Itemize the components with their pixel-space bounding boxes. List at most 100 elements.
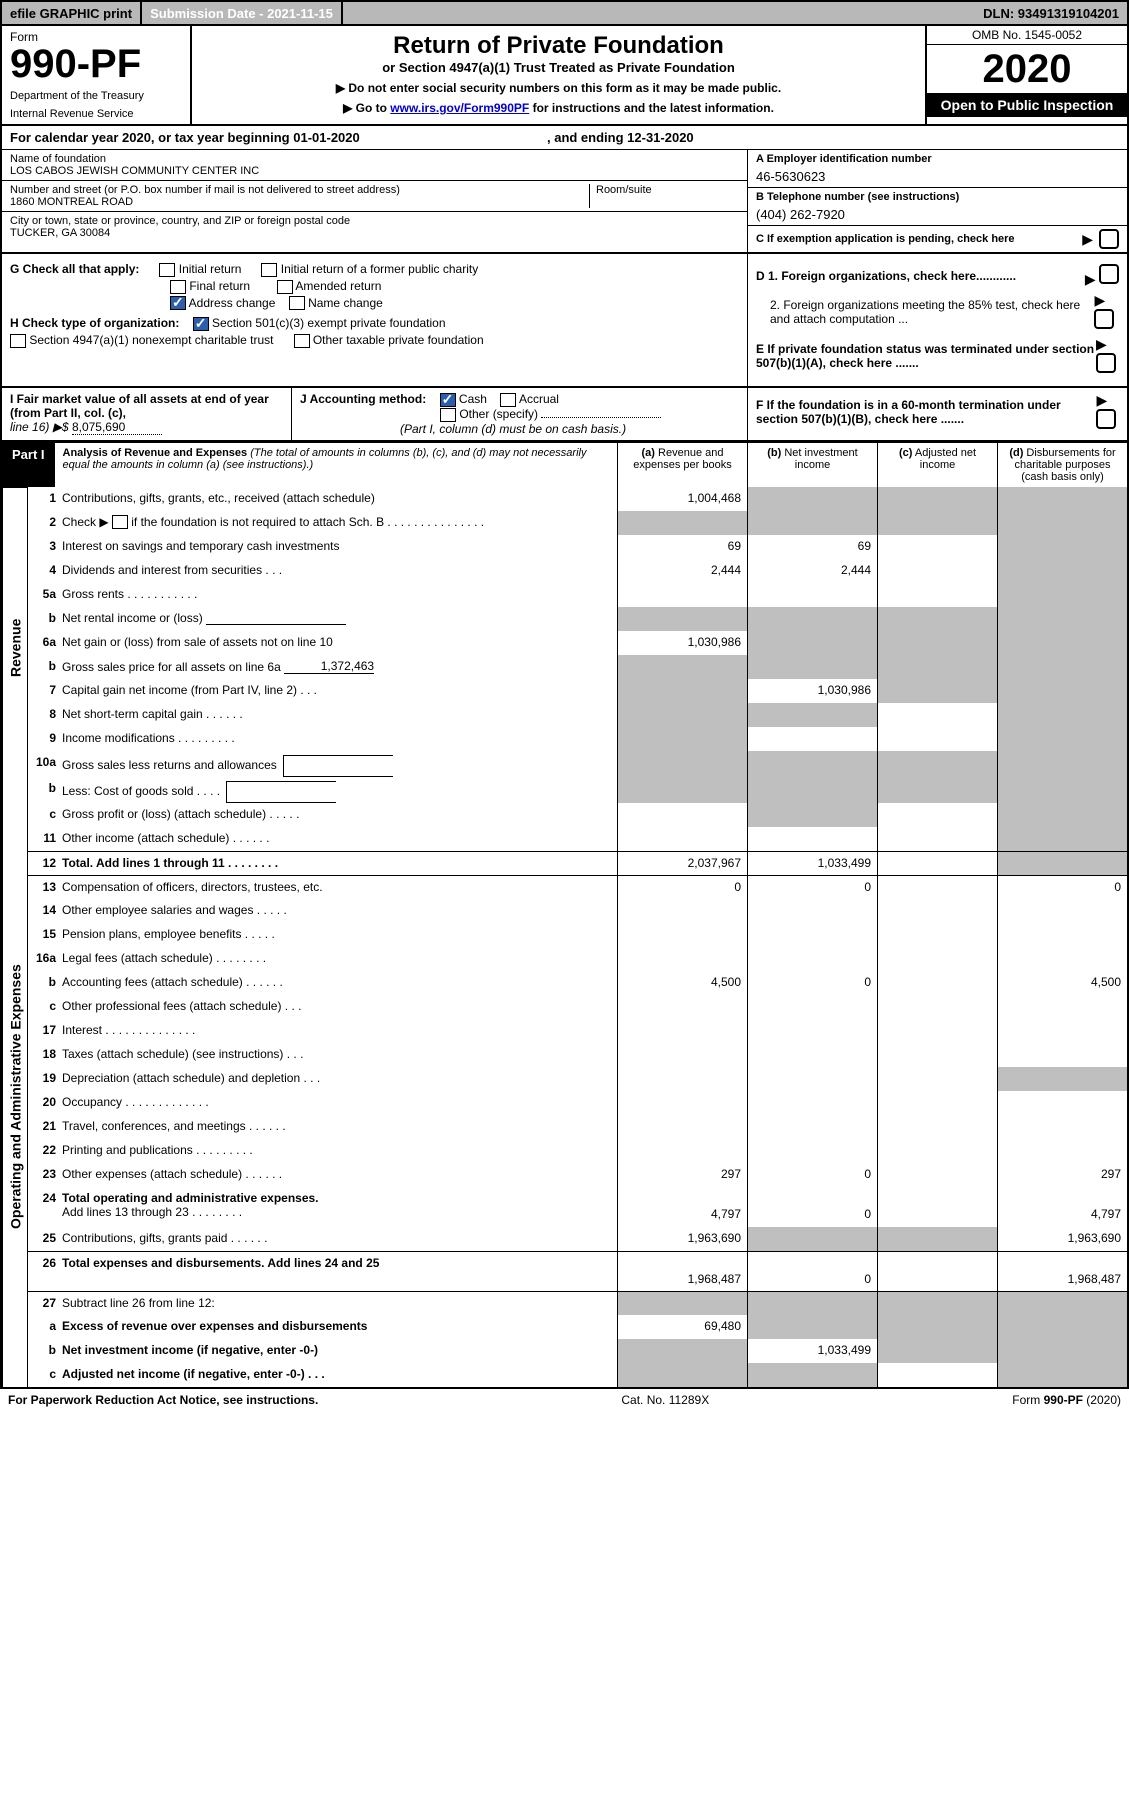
g-label: G Check all that apply: — [10, 262, 139, 276]
cb-initial-pub[interactable] — [261, 263, 277, 277]
checks-left: G Check all that apply: Initial return I… — [2, 254, 747, 386]
cb-accrual[interactable] — [500, 393, 516, 407]
d1-label: D 1. Foreign organizations, check here..… — [756, 269, 1016, 283]
part1-title: Analysis of Revenue and Expenses — [63, 447, 248, 459]
row-27b: b Net investment income (if negative, en… — [28, 1339, 1127, 1363]
cb-namechg[interactable] — [289, 296, 305, 310]
cb-f[interactable] — [1096, 409, 1116, 429]
row-5a: 5a Gross rents . . . . . . . . . . . — [28, 583, 1127, 607]
row-16b: b Accounting fees (attach schedule) . . … — [28, 971, 1127, 995]
g-name: Name change — [308, 296, 383, 310]
form-title: Return of Private Foundation — [198, 32, 919, 60]
row-13: 13 Compensation of officers, directors, … — [28, 875, 1127, 899]
part1-header: Part I Analysis of Revenue and Expenses … — [0, 442, 1129, 487]
instr-post: for instructions and the latest informat… — [529, 101, 774, 115]
part1-desc: Analysis of Revenue and Expenses (The to… — [55, 443, 617, 487]
arrow-icon: ▶ — [1085, 271, 1096, 287]
header-right: OMB No. 1545-0052 2020 Open to Public In… — [927, 26, 1127, 124]
efile-label[interactable]: efile GRAPHIC print — [2, 2, 142, 24]
r1-d — [997, 487, 1127, 511]
fmv-mid: J Accounting method: Cash Accrual Other … — [292, 388, 747, 440]
row-20: 20 Occupancy . . . . . . . . . . . . . — [28, 1091, 1127, 1115]
col-d-head: (d) Disbursements for charitable purpose… — [997, 443, 1127, 487]
row-4: 4 Dividends and interest from securities… — [28, 559, 1127, 583]
header-center: Return of Private Foundation or Section … — [192, 26, 927, 124]
footer-right: Form 990-PF (2020) — [1012, 1393, 1121, 1407]
entity-left: Name of foundation LOS CABOS JEWISH COMM… — [2, 150, 747, 252]
g-initial-pub: Initial return of a former public charit… — [281, 262, 478, 276]
row-8: 8 Net short-term capital gain . . . . . … — [28, 703, 1127, 727]
cb-d1[interactable] — [1099, 264, 1119, 284]
row-22: 22 Printing and publications . . . . . .… — [28, 1139, 1127, 1163]
cb-501c3[interactable] — [193, 317, 209, 331]
row-15: 15 Pension plans, employee benefits . . … — [28, 923, 1127, 947]
g-address: Address change — [189, 296, 276, 310]
arrow-icon: ▶ — [1082, 231, 1093, 248]
cb-d2[interactable] — [1094, 309, 1114, 329]
rows-container: 1 Contributions, gifts, grants, etc., re… — [28, 487, 1127, 1387]
row-19: 19 Depreciation (attach schedule) and de… — [28, 1067, 1127, 1091]
cb-final[interactable] — [170, 280, 186, 294]
cal-pre: For calendar year 2020, or tax year begi… — [10, 130, 293, 145]
col-b-head: (b) Net investment income — [747, 443, 877, 487]
cb-address[interactable] — [170, 296, 186, 310]
main-table: Revenue Operating and Administrative Exp… — [0, 487, 1129, 1389]
cal-end: 12-31-2020 — [627, 130, 694, 145]
d2-label: 2. Foreign organizations meeting the 85%… — [756, 298, 1094, 326]
cal-begin: 01-01-2020 — [293, 130, 360, 145]
cb-4947[interactable] — [10, 334, 26, 348]
cb-schb[interactable] — [112, 515, 128, 529]
f-label: F If the foundation is in a 60-month ter… — [756, 398, 1096, 426]
row-25: 25 Contributions, gifts, grants paid . .… — [28, 1227, 1127, 1251]
row-5b: b Net rental income or (loss) — [28, 607, 1127, 631]
instr-pre: ▶ Go to — [343, 101, 390, 115]
row-1: 1 Contributions, gifts, grants, etc., re… — [28, 487, 1127, 511]
phone-label: B Telephone number (see instructions) — [756, 191, 1119, 203]
irs-link[interactable]: www.irs.gov/Form990PF — [390, 101, 529, 115]
cal-mid: , and ending — [547, 130, 627, 145]
footer-mid: Cat. No. 11289X — [621, 1393, 709, 1407]
open-public: Open to Public Inspection — [927, 93, 1127, 117]
col-a-head: (a) Revenue and expenses per books — [617, 443, 747, 487]
ein-cell: A Employer identification number 46-5630… — [748, 150, 1127, 188]
checks-gh: G Check all that apply: Initial return I… — [0, 254, 1129, 388]
phone-value: (404) 262-7920 — [756, 203, 1119, 222]
h-other: Other taxable private foundation — [313, 333, 484, 347]
instr-ssn: ▶ Do not enter social security numbers o… — [198, 81, 919, 95]
row-12: 12 Total. Add lines 1 through 11 . . . .… — [28, 851, 1127, 875]
row-16a: 16a Legal fees (attach schedule) . . . .… — [28, 947, 1127, 971]
h-501c3: Section 501(c)(3) exempt private foundat… — [212, 316, 445, 330]
side-expenses: Operating and Administrative Expenses — [2, 807, 28, 1387]
row-27a: a Excess of revenue over expenses and di… — [28, 1315, 1127, 1339]
row-16c: c Other professional fees (attach schedu… — [28, 995, 1127, 1019]
phone-cell: B Telephone number (see instructions) (4… — [748, 188, 1127, 226]
row-18: 18 Taxes (attach schedule) (see instruct… — [28, 1043, 1127, 1067]
row-6a: 6a Net gain or (loss) from sale of asset… — [28, 631, 1127, 655]
row-27c: c Adjusted net income (if negative, ente… — [28, 1363, 1127, 1387]
h-label: H Check type of organization: — [10, 316, 179, 330]
ein-value: 46-5630623 — [756, 165, 1119, 184]
footer-left: For Paperwork Reduction Act Notice, see … — [8, 1393, 318, 1407]
c-label: C If exemption application is pending, c… — [756, 233, 1076, 245]
fmv-value: 8,075,690 — [72, 420, 162, 435]
foundation-name: LOS CABOS JEWISH COMMUNITY CENTER INC — [10, 165, 739, 177]
cb-cash[interactable] — [440, 393, 456, 407]
cb-amended[interactable] — [277, 280, 293, 294]
row-10a: 10a Gross sales less returns and allowan… — [28, 751, 1127, 777]
cb-e[interactable] — [1096, 353, 1116, 373]
row-10b: b Less: Cost of goods sold . . . . — [28, 777, 1127, 803]
c-checkbox[interactable] — [1099, 229, 1119, 249]
cb-initial[interactable] — [159, 263, 175, 277]
arrow-icon: ▶ — [1096, 392, 1107, 408]
row-26: 26 Total expenses and disbursements. Add… — [28, 1251, 1127, 1291]
j-accrual: Accrual — [519, 392, 559, 406]
room-label: Room/suite — [589, 184, 739, 208]
cb-other-tax[interactable] — [294, 334, 310, 348]
cb-other-method[interactable] — [440, 408, 456, 422]
col-c-text: Adjusted net income — [915, 447, 976, 471]
row-10c: c Gross profit or (loss) (attach schedul… — [28, 803, 1127, 827]
i-line: line 16) ▶$ — [10, 420, 72, 434]
part1-label: Part I — [2, 443, 55, 487]
entity-right: A Employer identification number 46-5630… — [747, 150, 1127, 252]
fmv-left: I Fair market value of all assets at end… — [2, 388, 292, 440]
